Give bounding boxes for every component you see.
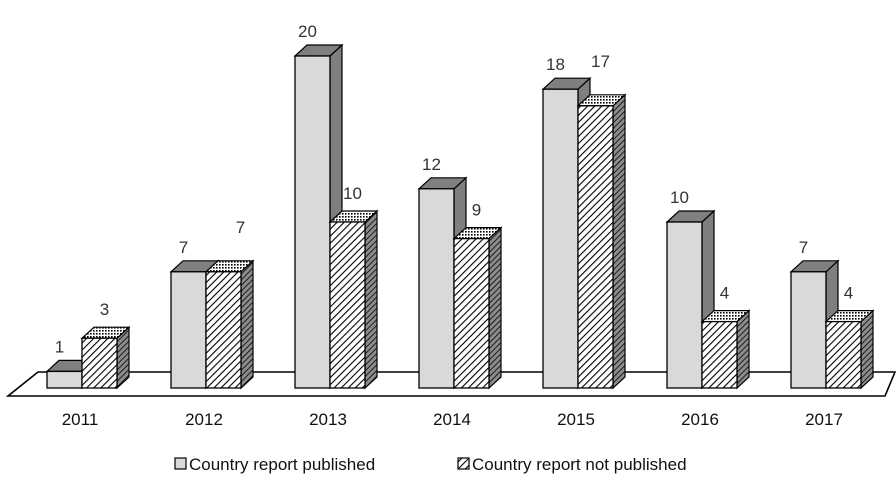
- tick-label-2014: 2014: [433, 410, 471, 429]
- legend-item-published: Country report published: [174, 455, 375, 474]
- data-label: 7: [236, 218, 245, 237]
- tick-label-2015: 2015: [557, 410, 595, 429]
- data-label: 9: [472, 201, 481, 220]
- tick-label-2011: 2011: [62, 410, 99, 429]
- tick-label-2016: 2016: [681, 410, 719, 429]
- legend-swatch: [457, 457, 470, 470]
- data-label: 17: [591, 52, 610, 71]
- bar-not-published-2017: [824, 309, 875, 390]
- legend-label: Country report published: [189, 455, 375, 474]
- data-label: 10: [343, 184, 362, 203]
- bar-not-published-2013: [328, 209, 379, 390]
- tick-label-2017: 2017: [805, 410, 843, 429]
- legend-label: Country report not published: [472, 455, 687, 474]
- bar-not-published-2014: [452, 226, 503, 390]
- data-label: 18: [546, 55, 565, 74]
- tick-label-2012: 2012: [185, 410, 223, 429]
- legend: Country report published Country report n…: [174, 455, 687, 474]
- data-label: 4: [844, 284, 853, 303]
- data-label: 4: [720, 284, 729, 303]
- bar-not-published-2011: [80, 325, 131, 390]
- data-label: 20: [298, 22, 317, 41]
- data-label: 7: [799, 238, 808, 257]
- x-axis-ticks: 2011 2012 2013 2014 2015 2016 2017: [62, 410, 843, 429]
- bar-not-published-2015: [576, 93, 627, 390]
- data-labels: 1 3 7 7 20 10 12 9 18 17 10 4 7 4: [55, 22, 853, 356]
- tick-label-2013: 2013: [309, 410, 347, 429]
- bar-not-published-2016: [700, 309, 751, 390]
- bar-published-2016: [665, 209, 716, 390]
- bars: [45, 43, 875, 390]
- data-label: 3: [100, 300, 109, 319]
- data-label: 10: [670, 188, 689, 207]
- legend-swatch: [174, 457, 187, 470]
- data-label: 1: [55, 337, 64, 356]
- legend-item-not-published: Country report not published: [457, 455, 687, 474]
- bar-not-published-2012: [204, 259, 255, 390]
- data-label: 7: [179, 238, 188, 257]
- data-label: 12: [422, 155, 441, 174]
